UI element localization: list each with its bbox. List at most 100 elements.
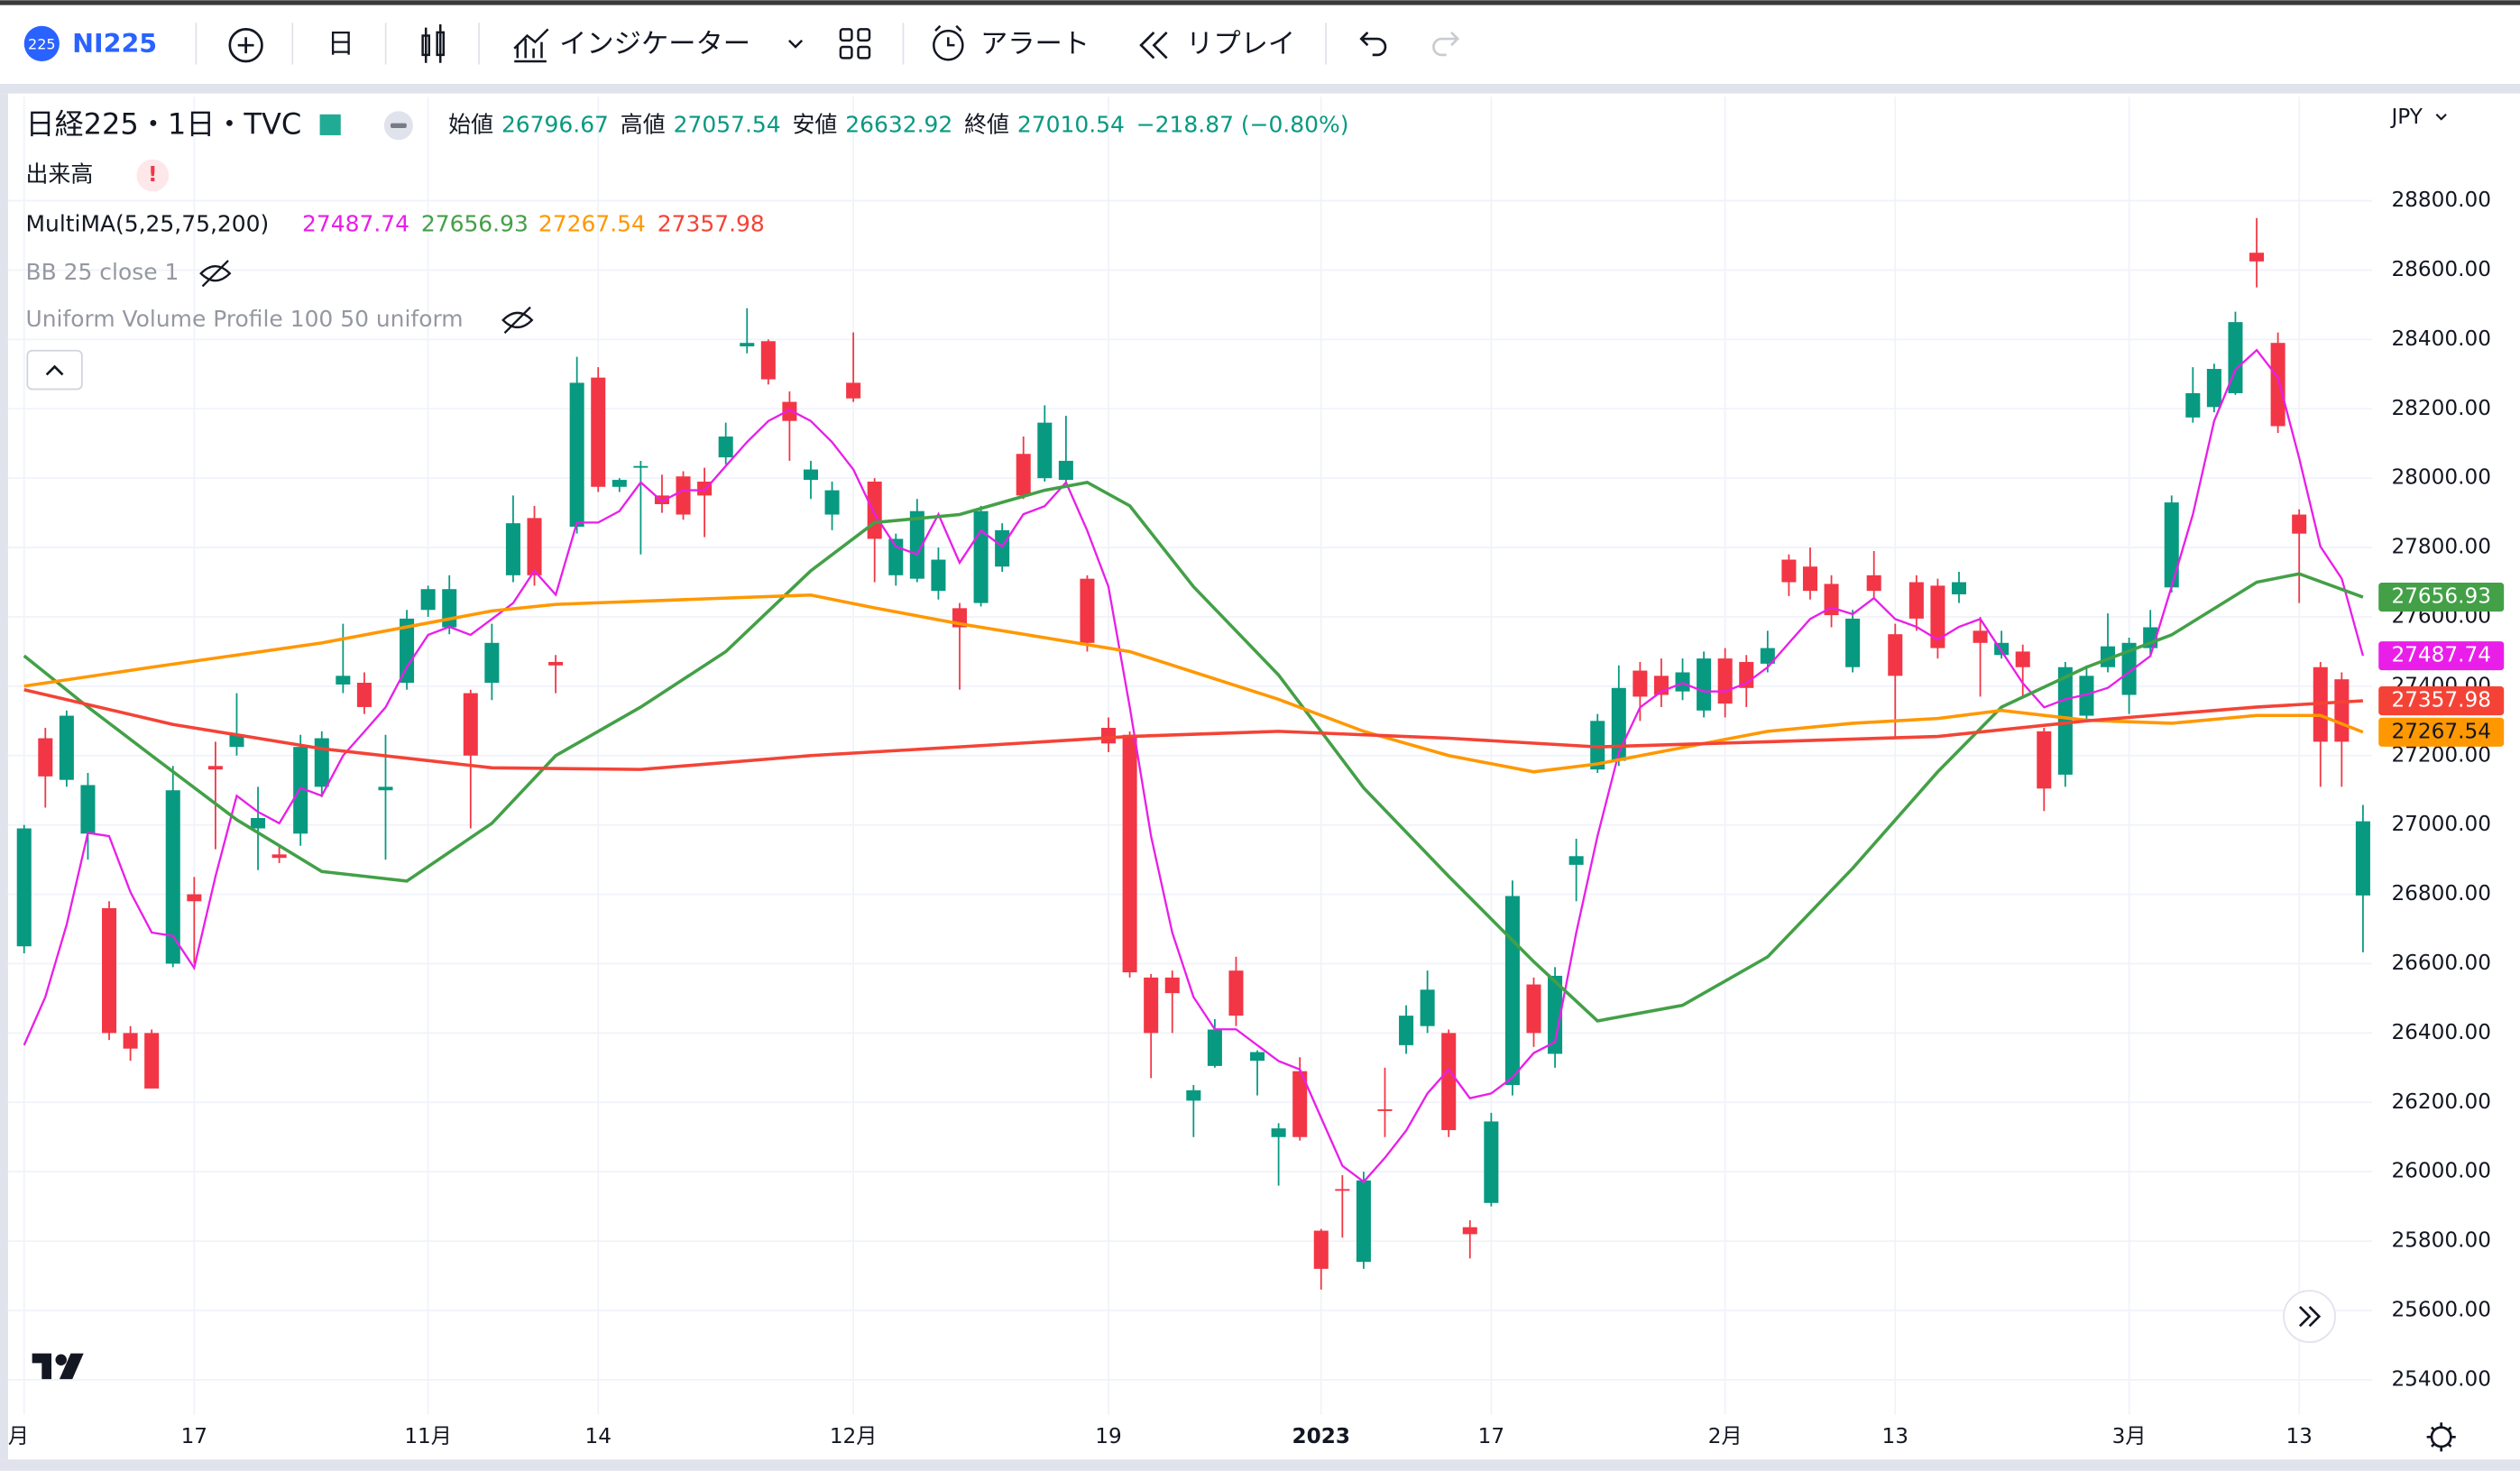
redo-button[interactable] [1432, 31, 1460, 57]
candle-body [442, 589, 457, 628]
price-badge-label: 27267.54 [2391, 720, 2491, 743]
layout-button[interactable] [839, 28, 871, 60]
settings-button[interactable] [2426, 1422, 2456, 1452]
candle-body [1824, 584, 1839, 616]
candle-icon [421, 24, 446, 63]
candle-body [505, 523, 520, 575]
candle-body [1484, 1121, 1499, 1203]
hidden-icon[interactable] [199, 260, 232, 288]
candle-body [824, 490, 840, 515]
candle-body [1377, 1108, 1393, 1111]
collapse-indicators[interactable] [26, 349, 83, 391]
ma75-value: 27267.54 [538, 211, 646, 237]
alert-button[interactable]: アラート [933, 24, 1090, 61]
candle-body [1632, 670, 1648, 697]
currency[interactable]: JPY [2389, 106, 2423, 129]
candle-body [1122, 734, 1137, 973]
eye-off [199, 260, 232, 288]
moving-average-line [23, 687, 2364, 771]
candle-body [2249, 253, 2265, 262]
alarm-icon [933, 29, 964, 61]
candle-body [2164, 502, 2179, 588]
candle-body [251, 817, 266, 829]
logo-part [55, 1354, 67, 1365]
left-separator [0, 93, 8, 1460]
open-value: 26796.67 [501, 111, 609, 137]
replay-button[interactable]: リプレイ [1139, 29, 1295, 60]
high-value: 27057.54 [674, 111, 781, 137]
grid-icon [839, 28, 853, 42]
x-tick-label: 11月 [404, 1425, 452, 1448]
chart-type-button[interactable] [421, 24, 446, 63]
candle-body [803, 469, 818, 481]
indicators-button[interactable]: インジケーター [513, 28, 750, 63]
candle-body [1675, 672, 1690, 692]
price-badge-label: 27357.98 [2391, 689, 2491, 713]
x-tick-label: 13 [1882, 1425, 1908, 1448]
grid-icon [839, 45, 853, 60]
indicators-label: インジケーター [559, 29, 750, 60]
candle-body [2185, 392, 2201, 418]
y-tick-label: 25400.00 [2391, 1367, 2491, 1391]
candle-body [1697, 658, 1712, 711]
interval-button[interactable]: 日 [327, 29, 354, 60]
close-label: 終値 [964, 111, 1009, 137]
undo-button[interactable] [1359, 31, 1387, 57]
alert-label: アラート [980, 29, 1090, 60]
tv-logo [32, 1353, 84, 1380]
hidden-icon[interactable] [501, 306, 534, 334]
compare-button[interactable] [228, 28, 263, 63]
warning-icon[interactable] [136, 159, 170, 192]
candle-body [1207, 1029, 1222, 1066]
legend: 日経225・1日・TVC 始値 26796.67 高値 27057.54 安値 … [26, 106, 1348, 391]
toolbar-separator [0, 83, 2520, 94]
candle-body [293, 747, 308, 834]
symbol-button[interactable]: 225 NI225 [23, 25, 157, 61]
candle-body [2057, 667, 2073, 775]
candle-body [548, 661, 564, 666]
candle-body [420, 589, 436, 611]
candle-body [2292, 514, 2307, 534]
candle-body [1250, 1052, 1265, 1062]
candle-body [314, 738, 329, 787]
badge-text: 225 [28, 36, 56, 53]
volume-label: 出来高 [26, 161, 94, 188]
price-badge [2378, 641, 2505, 671]
candle-body [1590, 721, 1605, 770]
price-badge [2378, 583, 2505, 612]
candle-body [463, 693, 478, 756]
candle-body [569, 382, 584, 527]
candle-body [1888, 634, 1903, 676]
candle-body [1908, 582, 1924, 619]
candle-body [2079, 676, 2094, 716]
currency-chevron [2435, 114, 2447, 121]
bottom-separator [0, 1459, 2520, 1471]
candle-body [1568, 856, 1584, 865]
candle-body [102, 907, 117, 1034]
high-label: 高値 [621, 111, 666, 137]
warning-mark: ! [148, 163, 158, 187]
candle-body [1335, 1189, 1350, 1191]
x-tick-label: 2023 [1292, 1425, 1350, 1448]
top-strip [0, 0, 2520, 5]
alarm-icon [934, 24, 962, 47]
candle-body [909, 510, 924, 579]
candle-body [356, 683, 372, 707]
x-tick-label: 19 [1095, 1425, 1121, 1448]
dropdown-chevron[interactable] [788, 39, 804, 49]
candle-body [123, 1033, 138, 1049]
candle-body [760, 341, 776, 380]
y-tick-label: 28200.00 [2391, 397, 2491, 420]
ma25-value: 27656.93 [421, 211, 529, 237]
moving-average-line [23, 480, 2364, 1023]
candle-body [378, 786, 393, 791]
y-tick-label: 25600.00 [2391, 1298, 2491, 1321]
y-tick-label: 28000.00 [2391, 466, 2491, 490]
candle-body [144, 1033, 160, 1089]
x-tick-label: 12月 [830, 1425, 878, 1448]
ma200-value: 27357.98 [658, 211, 765, 237]
candle-body [1548, 975, 1563, 1054]
candle-body [654, 495, 669, 505]
candle-body [2015, 651, 2030, 667]
